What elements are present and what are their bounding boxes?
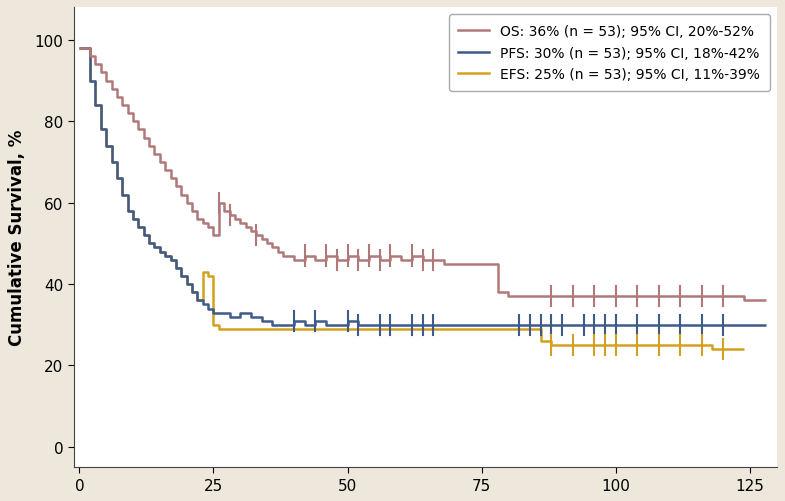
Y-axis label: Cumulative Survival, %: Cumulative Survival, % (9, 130, 27, 346)
Legend: OS: 36% (n = 53); 95% CI, 20%-52%, PFS: 30% (n = 53); 95% CI, 18%-42%, EFS: 25% : OS: 36% (n = 53); 95% CI, 20%-52%, PFS: … (449, 15, 770, 92)
